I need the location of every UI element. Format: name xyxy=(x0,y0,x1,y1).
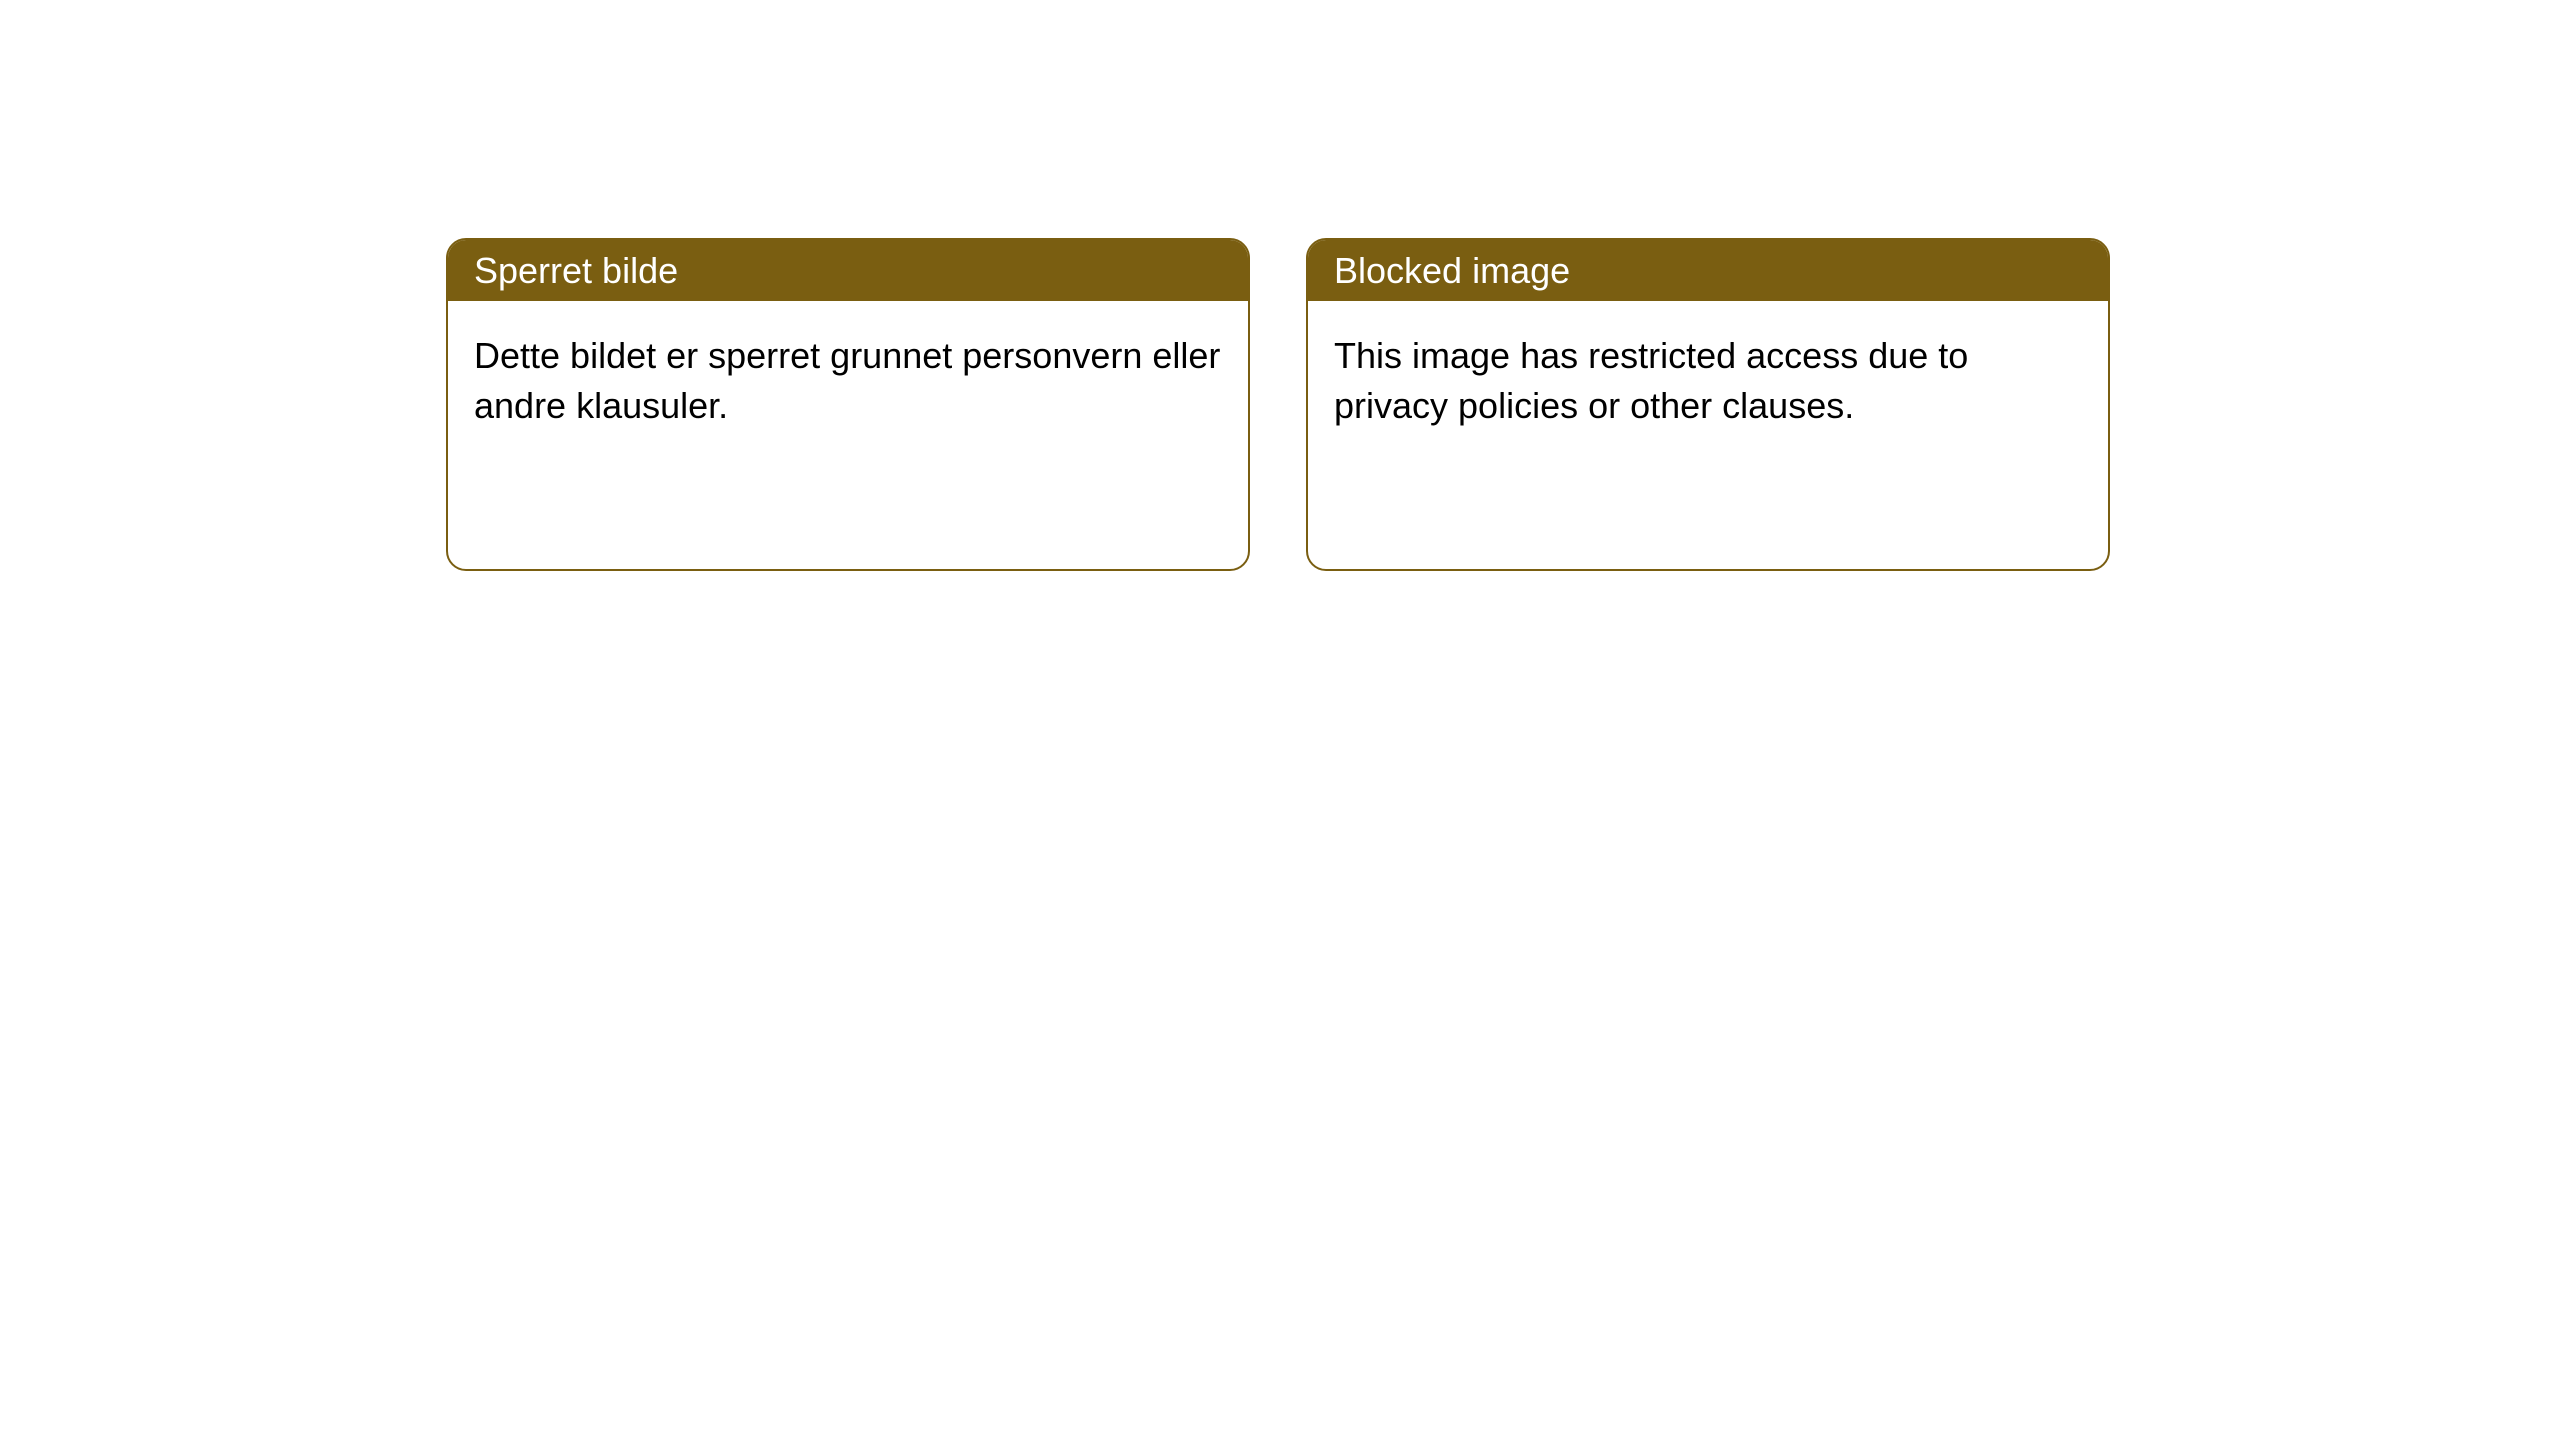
card-title: Blocked image xyxy=(1334,250,1570,292)
card-body-text: This image has restricted access due to … xyxy=(1334,335,1968,426)
notice-container: Sperret bilde Dette bildet er sperret gr… xyxy=(0,0,2560,571)
card-title: Sperret bilde xyxy=(474,250,678,292)
card-body: Dette bildet er sperret grunnet personve… xyxy=(448,301,1248,569)
card-body-text: Dette bildet er sperret grunnet personve… xyxy=(474,335,1220,426)
card-header: Sperret bilde xyxy=(448,240,1248,301)
notice-card-english: Blocked image This image has restricted … xyxy=(1306,238,2110,571)
notice-card-norwegian: Sperret bilde Dette bildet er sperret gr… xyxy=(446,238,1250,571)
card-header: Blocked image xyxy=(1308,240,2108,301)
card-body: This image has restricted access due to … xyxy=(1308,301,2108,569)
